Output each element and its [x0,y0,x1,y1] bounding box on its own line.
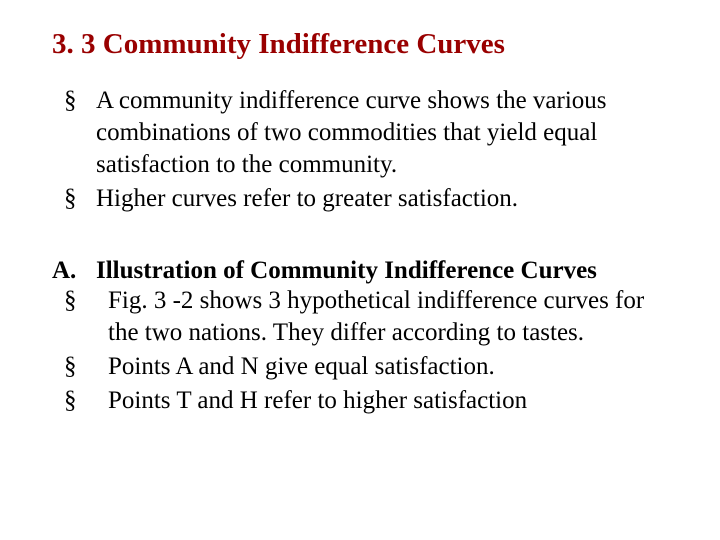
section-2-heading: A. Illustration of Community Indifferenc… [52,257,680,285]
bullet-item: Points T and H refer to higher satisfact… [52,385,680,417]
section-2-bullets: Fig. 3 -2 shows 3 hypothetical indiffere… [52,285,680,417]
bullet-item: A community indifference curve shows the… [64,85,680,181]
section-spacer [52,217,680,257]
section-2-label: A. [52,257,96,285]
slide-heading: 3. 3 Community Indifference Curves [52,28,680,61]
bullet-item: Points A and N give equal satisfaction. [52,351,680,383]
bullet-item: Fig. 3 -2 shows 3 hypothetical indiffere… [52,285,680,349]
section-2-title: Illustration of Community Indifference C… [96,257,597,285]
bullet-item: Higher curves refer to greater satisfact… [64,183,680,215]
section-1-bullets: A community indifference curve shows the… [52,85,680,215]
section-1: A community indifference curve shows the… [52,85,680,215]
